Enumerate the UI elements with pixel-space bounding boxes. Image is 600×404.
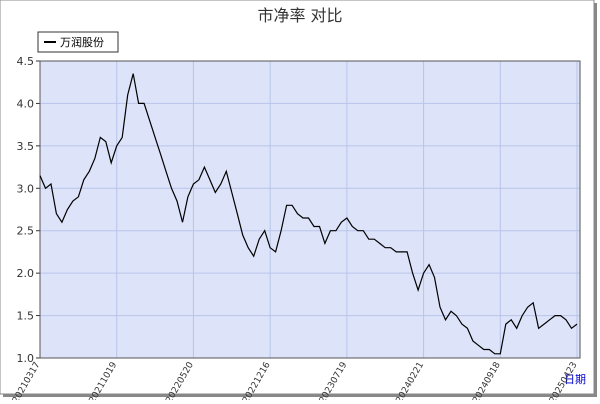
y-tick-label: 1.0 xyxy=(17,352,35,365)
y-tick-label: 3.5 xyxy=(17,140,35,153)
y-tick-label: 2.0 xyxy=(17,267,35,280)
legend xyxy=(37,31,119,53)
y-tick-label: 2.5 xyxy=(17,225,35,238)
y-tick-label: 4.5 xyxy=(17,55,35,68)
legend-label: 万润股份 xyxy=(60,35,104,49)
plot-area xyxy=(40,61,580,358)
series-line xyxy=(39,73,578,355)
x-axis-label: 日期 xyxy=(564,373,586,386)
y-tick-label: 3.0 xyxy=(17,182,35,195)
y-tick-label: 4.0 xyxy=(17,97,35,110)
plot-border xyxy=(39,60,581,359)
chart-title: 市净率 对比 xyxy=(257,6,342,25)
y-tick-label: 1.5 xyxy=(17,310,35,323)
